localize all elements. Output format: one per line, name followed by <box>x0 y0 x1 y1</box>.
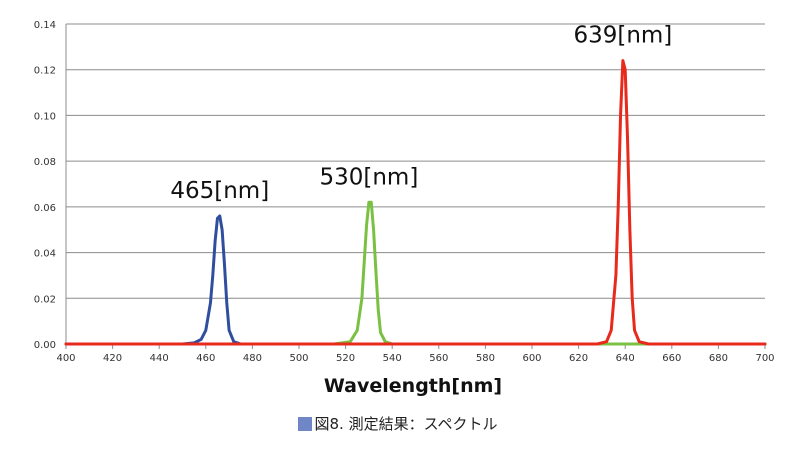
y-tick-label: 0.12 <box>34 66 56 77</box>
x-tick-label: 640 <box>616 353 635 364</box>
series-lines <box>64 59 767 346</box>
peak-label-3: 639[nm] <box>573 23 672 49</box>
x-tick-label: 620 <box>569 353 588 364</box>
y-tick-label: 0.02 <box>34 294 56 305</box>
x-tick-label: 680 <box>709 353 728 364</box>
y-tick-label: 0.00 <box>34 340 56 351</box>
x-tick-label: 520 <box>336 353 355 364</box>
spectrum-chart: 400 420 440 460 480 500 520 540 560 580 600 620 640 6… <box>34 20 775 397</box>
gridlines <box>66 23 765 299</box>
x-tick-label: 400 <box>56 353 75 364</box>
y-tick-labels: 0.00 0.02 0.04 0.06 0.08 0.10 0.12 0.14 <box>34 20 56 351</box>
x-tick-label: 700 <box>755 353 774 364</box>
x-axis-title: Wavelength[nm] <box>324 375 502 397</box>
x-tick-label: 560 <box>429 353 448 364</box>
series-line-2 <box>64 200 767 346</box>
y-tick-label: 0.14 <box>34 20 56 31</box>
x-tick-label: 420 <box>103 353 122 364</box>
y-tick-label: 0.10 <box>34 111 56 122</box>
y-tick-label: 0.08 <box>34 157 56 168</box>
figure-caption: 図8. 測定結果：スペクトル <box>0 413 796 434</box>
caption-square-icon <box>298 417 313 431</box>
x-tick-label: 540 <box>383 353 402 364</box>
x-tick-label: 480 <box>243 353 262 364</box>
y-tick-label: 0.04 <box>34 249 56 260</box>
series-line-1 <box>64 214 767 346</box>
x-tick-label: 580 <box>476 353 495 364</box>
x-tick-label: 600 <box>522 353 541 364</box>
peak-label-2: 530[nm] <box>319 164 418 190</box>
x-tick-label: 500 <box>289 353 308 364</box>
series-line-3 <box>64 59 767 346</box>
x-tick-label: 440 <box>150 353 169 364</box>
peak-labels: 465[nm] 530[nm] 639[nm] <box>170 23 672 204</box>
x-tick-labels: 400 420 440 460 480 500 520 540 560 580 600 620 640 6… <box>56 353 774 364</box>
y-tick-label: 0.06 <box>34 203 56 214</box>
x-tick-label: 660 <box>662 353 681 364</box>
x-tick-label: 460 <box>196 353 215 364</box>
caption-text: 図8. 測定結果：スペクトル <box>314 415 498 433</box>
peak-label-1: 465[nm] <box>170 178 269 204</box>
